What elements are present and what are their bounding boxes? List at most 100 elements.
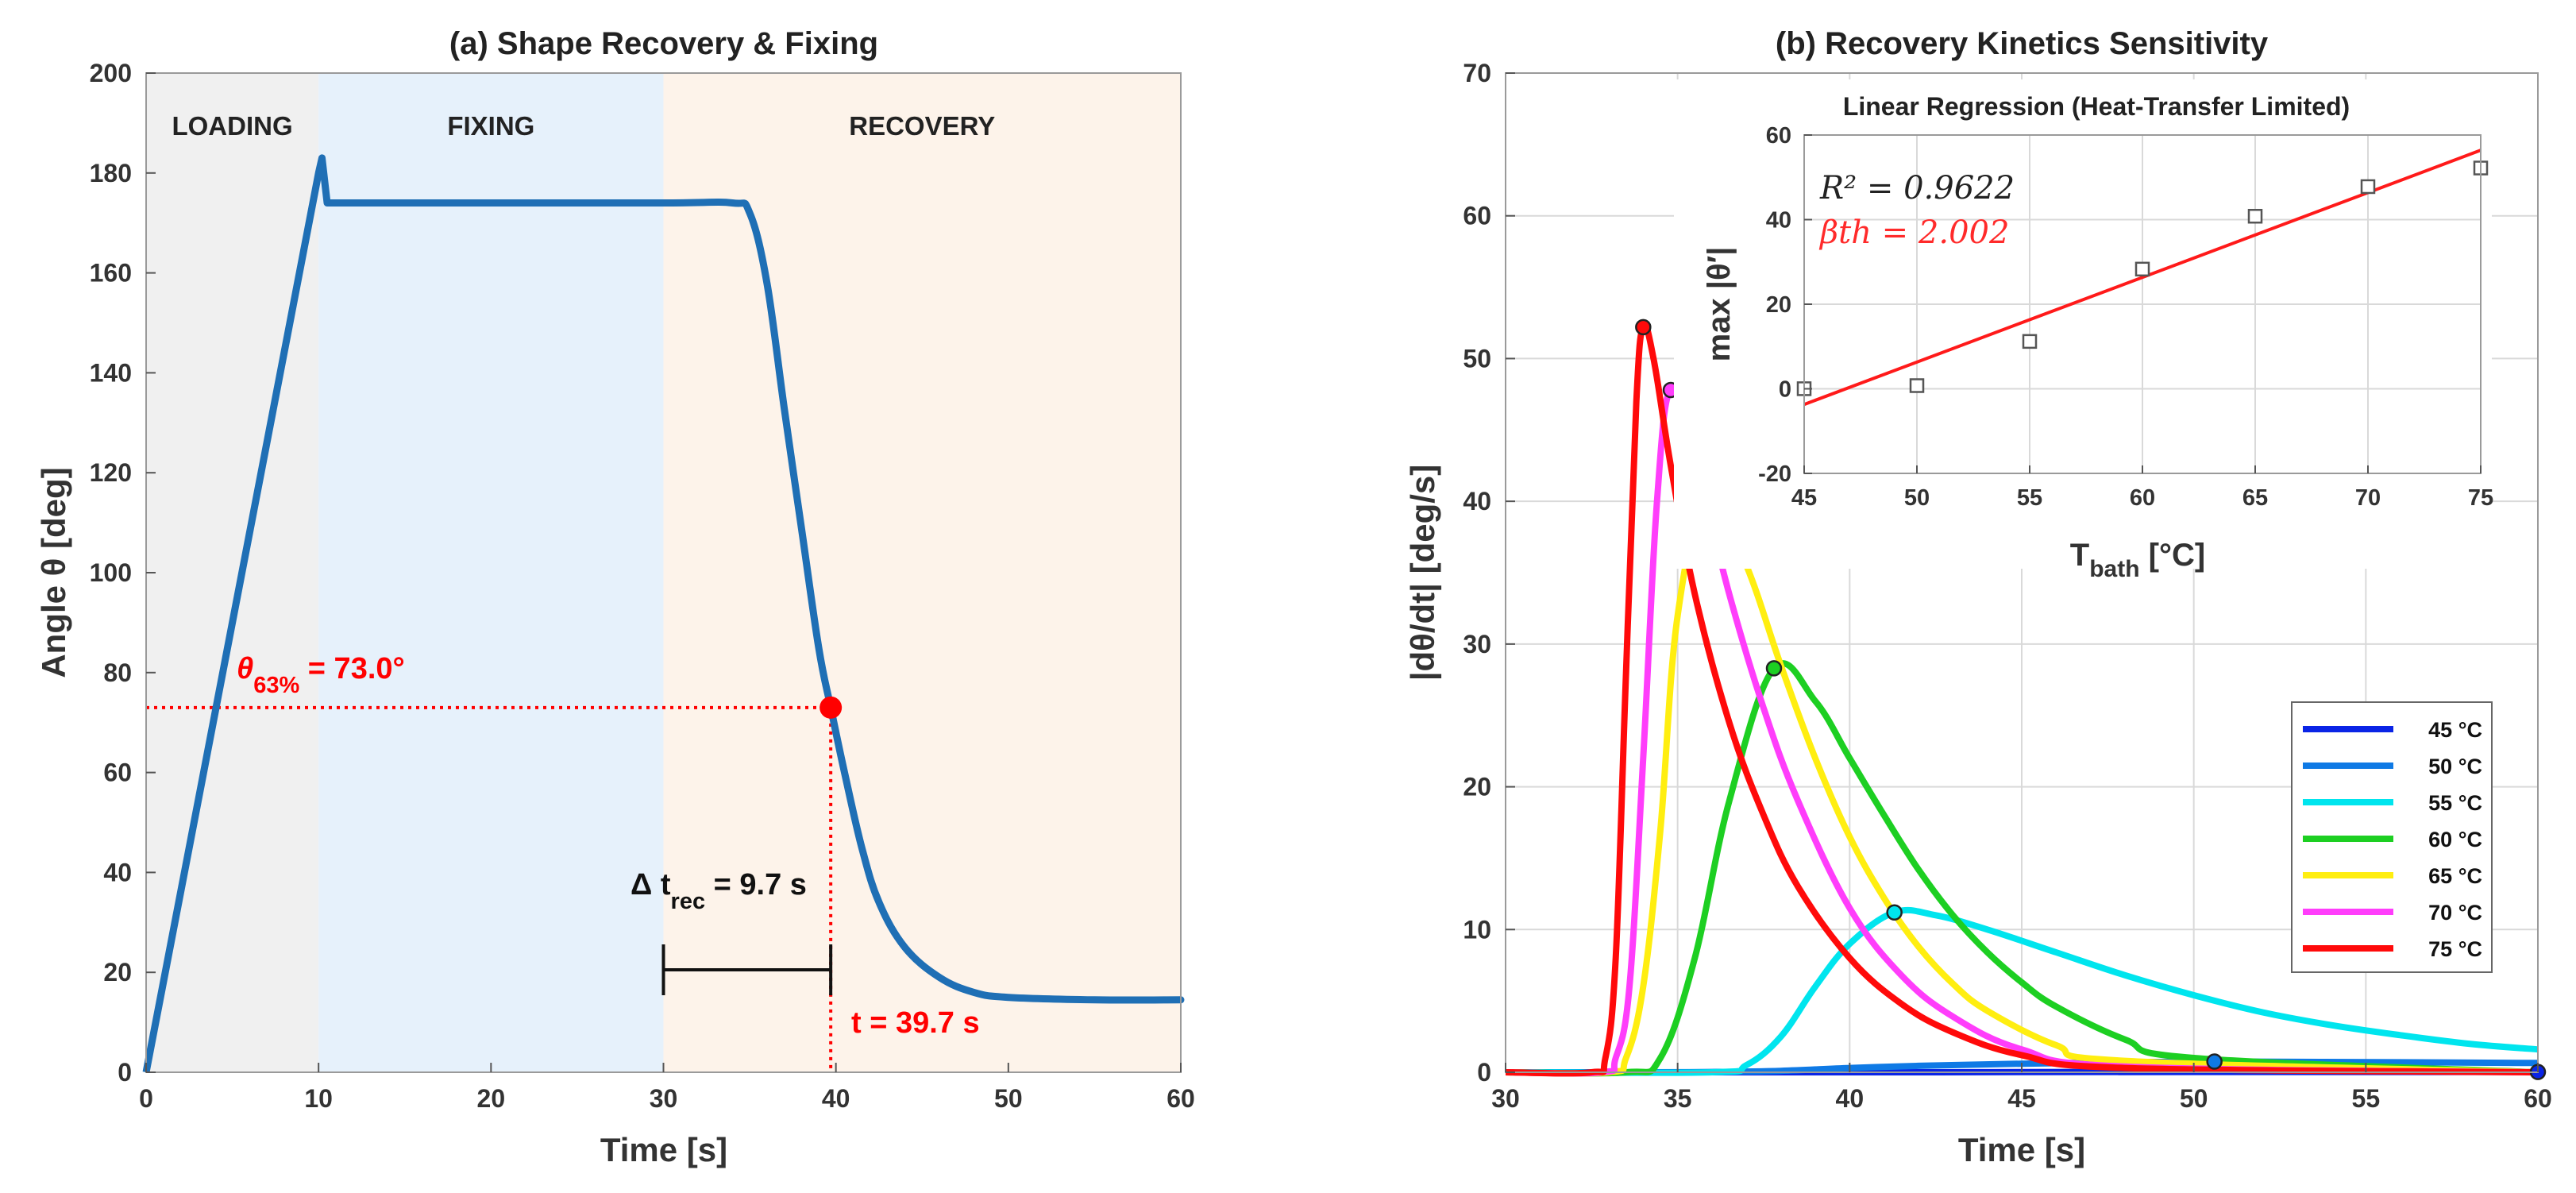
inset-y-tick-label: 40: [1766, 208, 1791, 234]
x-tick-label: 60: [2524, 1084, 2552, 1113]
delta-trec-value: = 9.7 s: [705, 868, 807, 902]
inset-y-tick-label: 20: [1766, 292, 1791, 318]
inset-data-point: [2022, 334, 2038, 349]
delta-trec-label: Δ trec = 9.7 s: [631, 868, 807, 914]
phase-label-loading: LOADING: [172, 111, 292, 141]
inset-x-tick-label: 70: [2355, 485, 2381, 511]
y-tick-label: 40: [103, 858, 132, 886]
peak-marker-75c: [1635, 319, 1652, 336]
y-tick-label: 0: [118, 1058, 132, 1087]
x-tick-label: 40: [822, 1084, 850, 1113]
y-tick-label: 20: [1463, 773, 1491, 801]
y-tick-label: 120: [90, 458, 132, 487]
x-tick-label: 60: [1167, 1084, 1195, 1113]
phase-labels: LOADING FIXING RECOVERY: [172, 111, 995, 141]
y-tick-label: 10: [1463, 915, 1491, 944]
phase-band-recovery: [663, 73, 1181, 1072]
theta63-symbol: θ: [237, 652, 253, 685]
inset-x-tick-label: 65: [2242, 485, 2268, 511]
inset-x-ticks: 45 50 55 60 65 70 75: [1791, 465, 2493, 511]
peak-marker-60c: [1765, 660, 1783, 677]
inset-x-tick-label: 50: [1904, 485, 1930, 511]
theta63-label: θ63% = 73.0°: [237, 652, 405, 698]
y-tick-label: 80: [103, 658, 132, 687]
inset-title: Linear Regression (Heat-Transfer Limited…: [1843, 92, 2350, 121]
phase-band-fixing: [318, 73, 664, 1072]
legend-label: 55 °C: [2428, 791, 2482, 815]
angle-curve-loading: [142, 154, 492, 1073]
y-tick-label: 200: [90, 59, 132, 87]
panel-a-x-ticks: 0 10 20 30 40 50 60: [139, 1063, 1195, 1113]
inset-regression: Linear Regression (Heat-Transfer Limited…: [1674, 79, 2493, 582]
x-tick-label: 20: [477, 1084, 506, 1113]
inset-data-point: [2134, 261, 2150, 277]
panel-a-x-label: Time [s]: [600, 1131, 727, 1168]
rate-curve-60c: [1505, 660, 2539, 1077]
inset-y-tick-label: 60: [1766, 123, 1791, 149]
y-tick-label: 50: [1463, 344, 1491, 373]
inset-background: [1674, 79, 2492, 569]
x-tick-label: 35: [1664, 1084, 1692, 1113]
inset-x-tick-label: 75: [2468, 485, 2493, 511]
inset-x-label-main: T: [2070, 538, 2089, 573]
x-tick-label: 45: [2007, 1084, 2036, 1113]
legend: 45 °C 50 °C 55 °C 60 °C 65 °C 70 °C 75 °C: [2291, 701, 2493, 973]
panel-a-annotations: θ63% = 73.0° t = 39.7 s Δ trec = 9.7 s: [237, 652, 980, 1040]
rate-curve-75c: [1505, 322, 2539, 1077]
x-tick-label: 30: [1491, 1084, 1520, 1113]
panel-a-y-ticks: 0 20 40 60 80 100 120 140 160 180 200: [90, 59, 156, 1087]
y-tick-label: 30: [1463, 630, 1491, 658]
theta63-marker: [819, 696, 843, 719]
y-tick-label: 60: [1463, 202, 1491, 230]
legend-label: 50 °C: [2428, 755, 2482, 778]
rate-curve-55c: [1505, 906, 2539, 1076]
inset-y-label: max |θ′|: [1702, 247, 1737, 362]
y-tick-label: 0: [1477, 1058, 1491, 1087]
phase-label-fixing: FIXING: [447, 111, 534, 141]
panel-b: (b) Recovery Kinetics Sensitivity 30 35 40…: [1404, 26, 2552, 1168]
panel-a-title: (a) Shape Recovery & Fixing: [449, 26, 878, 61]
inset-data-point: [2247, 208, 2263, 224]
panel-a: (a) Shape Recovery & Fixing LOADING FIXIN…: [35, 26, 1195, 1168]
rate-series: [1505, 322, 2539, 1077]
legend-label: 70 °C: [2428, 901, 2482, 925]
y-tick-label: 70: [1463, 59, 1491, 87]
y-tick-label: 40: [1463, 487, 1491, 515]
x-tick-label: 55: [2352, 1084, 2381, 1113]
x-tick-label: 50: [2180, 1084, 2208, 1113]
theta63-subscript: 63%: [253, 673, 299, 698]
theta63-value: = 73.0°: [299, 652, 404, 685]
y-tick-label: 180: [90, 159, 132, 187]
t-recovery-label: t = 39.7 s: [851, 1006, 980, 1040]
inset-y-tick-label: 0: [1779, 377, 1791, 403]
legend-label: 65 °C: [2428, 864, 2482, 888]
x-tick-label: 0: [139, 1084, 153, 1113]
panel-b-y-ticks: 0 10 20 30 40 50 60 70: [1463, 59, 1515, 1087]
x-tick-label: 10: [304, 1084, 333, 1113]
inset-x-tick-label: 45: [1791, 485, 1817, 511]
rate-curve-70c: [1505, 385, 2539, 1077]
theta63-guide-line: [146, 705, 833, 1072]
delta-trec-subscript: rec: [671, 889, 706, 914]
legend-label: 75 °C: [2428, 937, 2482, 961]
inset-x-label-rest: [°C]: [2140, 538, 2206, 573]
y-tick-label: 140: [90, 358, 132, 387]
panel-b-x-ticks: 30 35 40 45 50 55 60: [1491, 1063, 2552, 1113]
x-tick-label: 40: [1836, 1084, 1865, 1113]
inset-y-ticks: -20 0 20 40 60: [1758, 123, 1812, 487]
panel-a-y-label: Angle θ [deg]: [35, 467, 72, 678]
angle-series: [142, 154, 1185, 1073]
inset-y-tick-label: -20: [1758, 461, 1791, 487]
legend-items: 45 °C 50 °C 55 °C 60 °C 65 °C 70 °C 75 °C: [2303, 718, 2482, 961]
phase-label-recovery: RECOVERY: [849, 111, 995, 141]
peak-marker-55c: [1886, 904, 1903, 921]
inset-x-label-sub: bath: [2089, 556, 2139, 582]
x-tick-label: 30: [650, 1084, 678, 1113]
delta-trec-prefix: Δ t: [631, 868, 671, 902]
inset-points: [1796, 160, 2489, 396]
x-tick-label: 50: [994, 1084, 1023, 1113]
y-tick-label: 100: [90, 558, 132, 587]
y-tick-label: 160: [90, 259, 132, 288]
phase-backgrounds: [146, 73, 1181, 1072]
